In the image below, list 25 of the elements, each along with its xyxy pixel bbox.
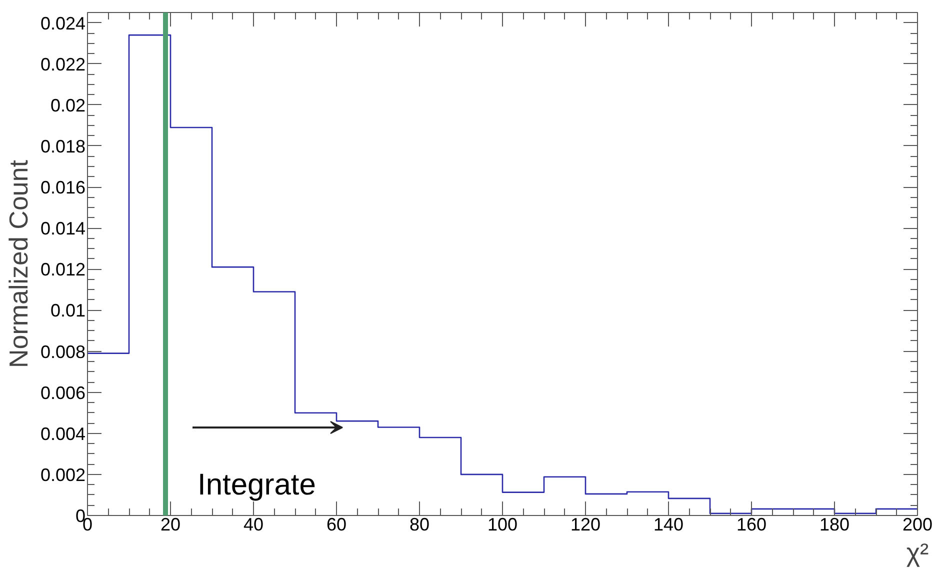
x-tick-label: 200 <box>902 514 933 534</box>
x-tick-label: 180 <box>819 514 850 534</box>
y-tick-label: 0.024 <box>40 13 86 34</box>
annotation: Integrate <box>198 468 316 502</box>
x-tick-label: 40 <box>243 514 264 534</box>
y-tick-label: 0.014 <box>40 218 86 239</box>
y-tick-label: 0.008 <box>40 342 86 362</box>
y-tick-label: 0.018 <box>40 136 86 156</box>
x-tick-label: 20 <box>160 514 181 534</box>
x-tick-label: 80 <box>409 514 430 534</box>
y-tick-label: 0.02 <box>50 95 86 116</box>
x-tick-label: 100 <box>487 514 518 534</box>
y-tick-label: 0.006 <box>40 382 86 403</box>
y-tick-label: 0.016 <box>40 178 86 198</box>
x-tick-label: 140 <box>653 514 684 534</box>
y-axis-title: Normalized Count <box>3 159 34 368</box>
y-tick-label: 0.004 <box>40 424 86 444</box>
y-tick-label: 0.022 <box>40 54 86 74</box>
x-axis-title: χ² <box>906 538 929 568</box>
x-tick-label: 120 <box>570 514 601 534</box>
x-tick-label: 60 <box>326 514 347 534</box>
y-tick-label: 0.002 <box>40 464 86 485</box>
x-tick-label: 160 <box>736 514 767 534</box>
y-tick-label: 0.01 <box>50 300 86 321</box>
y-tick-label: 0.012 <box>40 260 86 280</box>
